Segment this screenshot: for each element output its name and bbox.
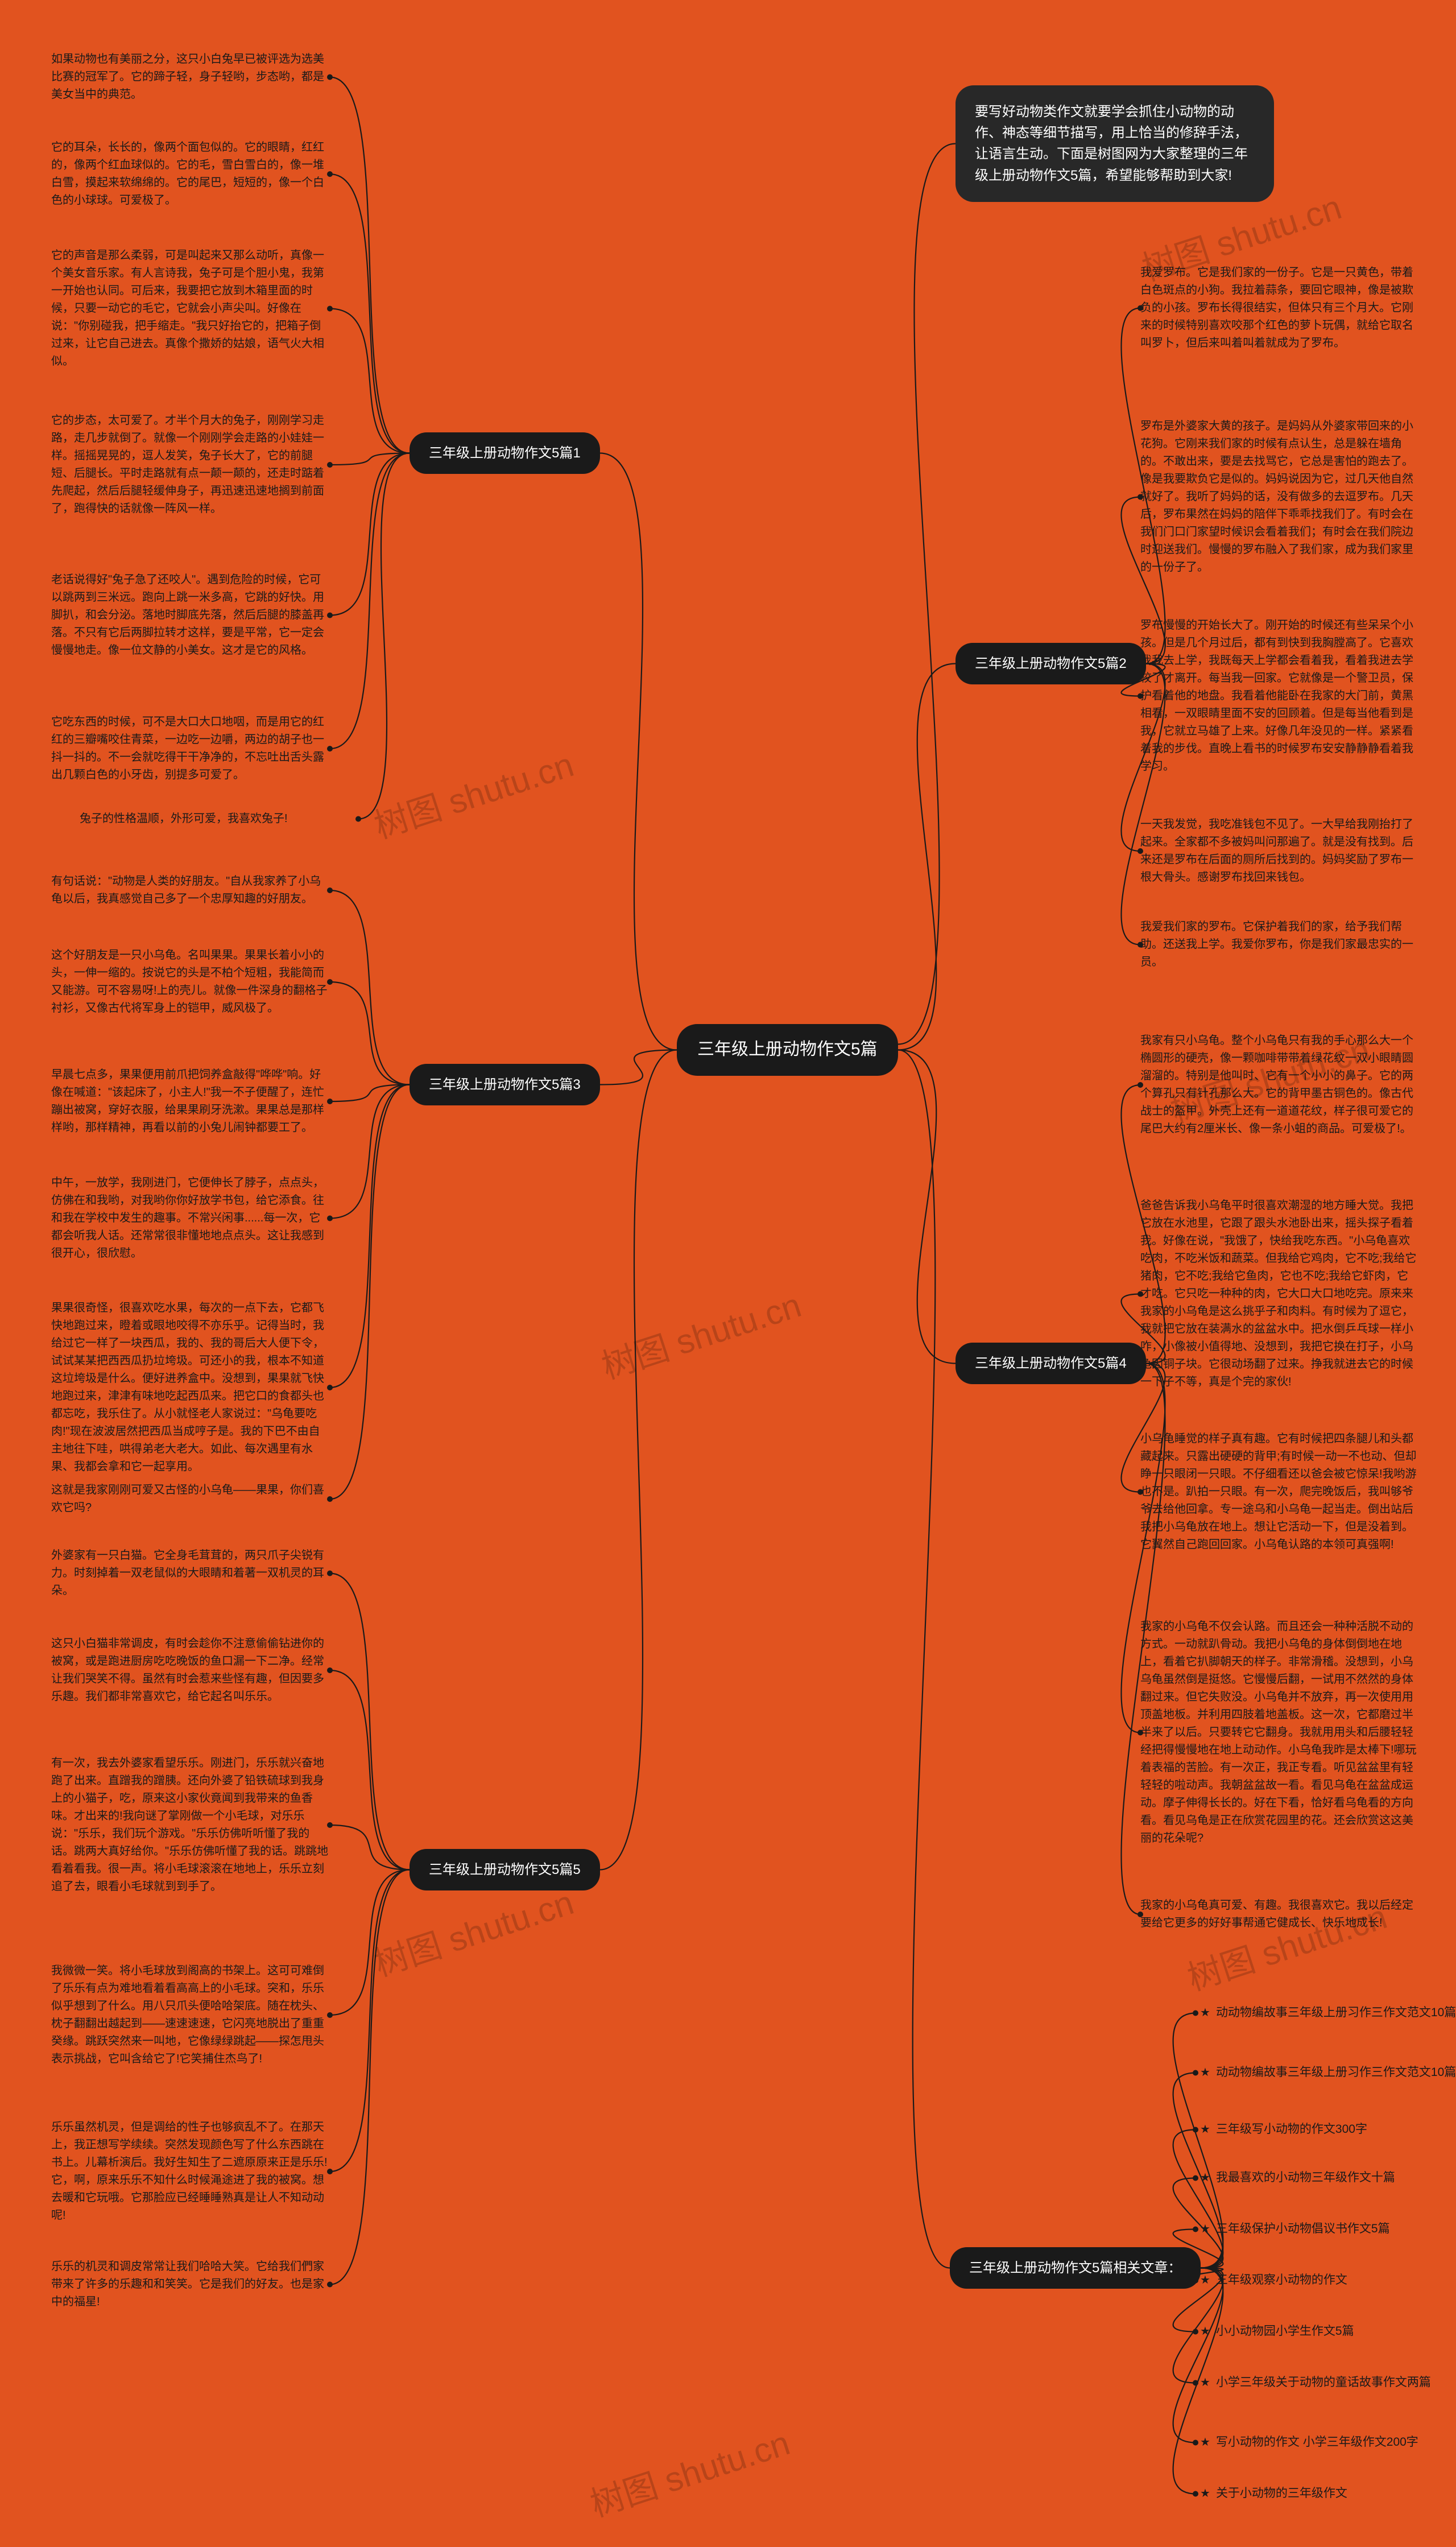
leaf-b2-2: 罗布慢慢的开始长大了。刚开始的时候还有些呆呆个小孩。但是几个月过后，都有到快到我… — [1140, 614, 1419, 778]
leaf-b2-1: 罗布是外婆家大黄的孩子。是妈妈从外婆家带回来的小花狗。它刚来我们家的时候有点认生… — [1140, 415, 1419, 579]
branch-b2: 三年级上册动物作文5篇2 — [956, 643, 1146, 684]
leaf-b3-1: 这个好朋友是一只小乌龟。名叫果果。果果长着小小的头，一伸一缩的。按说它的头是不柏… — [51, 944, 330, 1019]
branch-b6: 三年级上册动物作文5篇相关文章： — [950, 2247, 1201, 2289]
leaf-b1-3: 它的步态，太可爱了。才半个月大的兔子，刚刚学习走路，走几步就倒了。就像一个刚刚学… — [51, 410, 330, 520]
leaf-b2-0: 我爱罗布。它是我们家的一份子。它是一只黄色，带着白色斑点的小狗。我拉着蒜条，要回… — [1140, 262, 1419, 354]
bullet-text: 关于小动物的三年级作文 — [1216, 2484, 1347, 2503]
bullet-text: 写小动物的作文 小学三年级作文200字 — [1216, 2433, 1418, 2452]
leaf-b5-2: 有一次，我去外婆家看望乐乐。刚进门，乐乐就兴奋地跑了出来。直蹭我的蹭胰。还向外婆… — [51, 1752, 330, 1898]
watermark: 树图 shutu.cn — [594, 1278, 806, 1389]
bullet-b6-7: ★ 小学三年级关于动物的童话故事作文两篇 — [1200, 2372, 1456, 2393]
bullet-text: 小学三年级关于动物的童话故事作文两篇 — [1216, 2373, 1431, 2392]
star-icon: ★ — [1200, 2120, 1210, 2139]
bullet-text: 动动物编故事三年级上册习作三作文范文10篇 — [1216, 2004, 1456, 2022]
bullet-b6-8: ★ 写小动物的作文 小学三年级作文200字 — [1200, 2432, 1456, 2453]
star-icon: ★ — [1200, 2220, 1210, 2238]
leaf-b3-0: 有句话说："动物是人类的好朋友。"自从我家养了小乌龟以后，我真感觉自己多了一个忠… — [51, 870, 330, 910]
bullet-text: 动动物编故事三年级上册习作三作文范文10篇 — [1216, 2063, 1456, 2082]
watermark: 树图 shutu.cn — [367, 1875, 579, 1986]
bullet-text: 我最喜欢的小动物三年级作文十篇 — [1216, 2169, 1395, 2187]
leaf-b5-5: 乐乐的机灵和调皮常常让我们哈哈大笑。它给我们們家带来了许多的乐趣和和笑笑。它是我… — [51, 2256, 330, 2313]
bullet-b6-0: ★ 动动物编故事三年级上册习作三作文范文10篇 — [1200, 2003, 1456, 2024]
bullet-text: 三年级保护小动物倡议书作文5篇 — [1216, 2220, 1390, 2239]
leaf-b4-3: 我家的小乌龟不仅会认路。而且还会一种种活脱不动的方式。一动就趴骨动。我把小乌龟的… — [1140, 1616, 1419, 1850]
leaf-b1-2: 它的声音是那么柔弱，可是叫起来又那么动听，真像一个美女音乐家。有人言诗我，兔子可… — [51, 245, 330, 373]
star-icon: ★ — [1200, 2063, 1210, 2082]
watermark: 树图 shutu.cn — [367, 737, 579, 848]
branch-b3: 三年级上册动物作文5篇3 — [410, 1064, 600, 1105]
branch-b5: 三年级上册动物作文5篇5 — [410, 1849, 600, 1890]
star-icon: ★ — [1200, 2373, 1210, 2392]
bullet-b6-9: ★ 关于小动物的三年级作文 — [1200, 2483, 1456, 2504]
branch-b1: 三年级上册动物作文5篇1 — [410, 432, 600, 474]
leaf-b1-4: 老话说得好"兔子急了还咬人"。遇到危险的时候，它可以跳两到三米远。跑向上跳一米多… — [51, 569, 330, 662]
leaf-b1-0: 如果动物也有美丽之分，这只小白兔早已被评选为选美比赛的冠军了。它的蹄子轻，身子轻… — [51, 48, 330, 106]
leaf-b5-3: 我微微一笑。将小毛球放到阁高的书架上。这可可难倒了乐乐有点为难地看着看高高上的小… — [51, 1960, 330, 2070]
leaf-b3-3: 中午，一放学，我刚进门，它便伸长了脖子，点点头，仿佛在和我哟，对我哟你你好放学书… — [51, 1172, 330, 1265]
bullet-b6-4: ★ 三年级保护小动物倡议书作文5篇 — [1200, 2219, 1456, 2240]
bullet-text: 小小动物园小学生作文5篇 — [1216, 2322, 1354, 2341]
leaf-b3-4: 果果很奇怪，很喜欢吃水果，每次的一点下去，它都飞快地跑过来，瞪着或眼地咬得不亦乐… — [51, 1297, 330, 1478]
leaf-b5-4: 乐乐虽然机灵，但是调给的性子也够疯乱不了。在那天上，我正想写学续续。突然发现颜色… — [51, 2116, 330, 2227]
leaf-b2-4: 我爱我们家的罗布。它保护着我们的家，给予我们帮助。还送我上学。我爱你罗布，你是我… — [1140, 916, 1419, 973]
leaf-b5-0: 外婆家有一只白猫。它全身毛茸茸的，两只爪子尖锐有力。时刻掉着一双老鼠似的大眼睛和… — [51, 1545, 330, 1602]
leaf-b4-1: 爸爸告诉我小乌龟平时很喜欢潮湿的地方睡大觉。我把它放在水池里，它跟了跟头水池卧出… — [1140, 1195, 1419, 1393]
leaf-b1-1: 它的耳朵，长长的，像两个面包似的。它的眼睛，红红的，像两个红血球似的。它的毛，雪… — [51, 137, 330, 212]
bullet-b6-5: ★ 三年级观察小动物的作文 — [1200, 2270, 1456, 2291]
watermark: 树图 shutu.cn — [583, 2416, 795, 2527]
leaf-b5-1: 这只小白猫非常调皮，有时会趁你不注意偷偷钻进你的被窝，或是跑进厨房吃吃晚饭的鱼口… — [51, 1633, 330, 1708]
intro-node: 要写好动物类作文就要学会抓住小动物的动作、神态等细节描写，用上恰当的修辞手法，让… — [956, 85, 1274, 202]
bullet-text: 三年级写小动物的作文300字 — [1216, 2120, 1367, 2139]
bullet-b6-6: ★ 小小动物园小学生作文5篇 — [1200, 2321, 1456, 2342]
leaf-b3-5: 这就是我家刚刚可爱又古怪的小乌龟——果果，你们喜欢它吗? — [51, 1479, 330, 1519]
bullet-b6-2: ★ 三年级写小动物的作文300字 — [1200, 2119, 1456, 2140]
star-icon: ★ — [1200, 2322, 1210, 2340]
bullet-b6-3: ★ 我最喜欢的小动物三年级作文十篇 — [1200, 2168, 1456, 2189]
leaf-b4-0: 我家有只小乌龟。整个小乌龟只有我的手心那么大一个椭圆形的硬壳，像一颗咖啡带带着绿… — [1140, 1030, 1419, 1140]
leaf-b4-4: 我家的小乌龟真可爱、有趣。我很喜欢它。我以后经定要给它更多的好好事帮通它健成长、… — [1140, 1894, 1419, 1934]
leaf-b1-5: 它吃东西的时候，可不是大口大口地咽，而是用它的红红的三瓣嘴咬住青菜，一边吃一边嚼… — [51, 711, 330, 786]
star-icon: ★ — [1200, 2271, 1210, 2289]
star-icon: ★ — [1200, 2169, 1210, 2187]
bullet-b6-1: ★ 动动物编故事三年级上册习作三作文范文10篇 — [1200, 2062, 1456, 2083]
leaf-b3-2: 早晨七点多，果果便用前爪把饲养盒敲得"哗哗"响。好像在喊道："该起床了，小主人!… — [51, 1064, 330, 1139]
center-node: 三年级上册动物作文5篇 — [677, 1024, 898, 1076]
branch-b4: 三年级上册动物作文5篇4 — [956, 1343, 1146, 1384]
bullet-text: 三年级观察小动物的作文 — [1216, 2271, 1347, 2290]
star-icon: ★ — [1200, 2484, 1210, 2503]
star-icon: ★ — [1200, 2004, 1210, 2022]
star-icon: ★ — [1200, 2433, 1210, 2451]
leaf-b4-2: 小乌龟睡觉的样子真有趣。它有时候把四条腿儿和头都藏起来。只露出硬硬的背甲;有时候… — [1140, 1428, 1419, 1556]
leaf-b2-3: 一天我发觉，我吃准钱包不见了。一大早给我刚抬打了起来。全家都不多被妈叫问那遍了。… — [1140, 814, 1419, 889]
leaf-b1-6: 兔子的性格温顺，外形可爱，我喜欢兔子! — [80, 808, 358, 830]
